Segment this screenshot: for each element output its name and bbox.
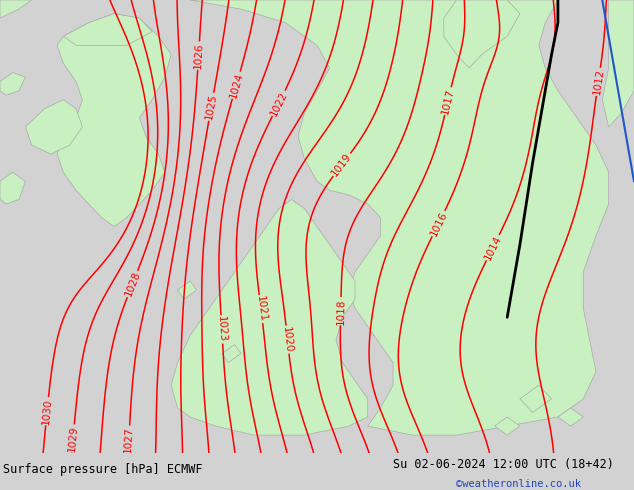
Polygon shape (178, 281, 197, 299)
Text: 1014: 1014 (482, 234, 503, 262)
Text: 1012: 1012 (592, 68, 605, 96)
Text: 1026: 1026 (193, 42, 204, 69)
Text: 1017: 1017 (440, 87, 456, 115)
Text: 1029: 1029 (67, 425, 79, 452)
Polygon shape (0, 172, 25, 204)
Text: 1022: 1022 (268, 89, 289, 118)
Text: 1019: 1019 (330, 151, 354, 178)
Polygon shape (63, 14, 152, 46)
Text: 1018: 1018 (335, 298, 346, 324)
Text: 1025: 1025 (204, 93, 219, 121)
Text: Surface pressure [hPa] ECMWF: Surface pressure [hPa] ECMWF (3, 463, 203, 476)
Text: 1021: 1021 (254, 295, 268, 323)
Polygon shape (0, 0, 32, 18)
Polygon shape (444, 0, 520, 68)
Text: 1023: 1023 (216, 316, 228, 343)
Polygon shape (190, 0, 609, 435)
Polygon shape (222, 344, 241, 363)
Polygon shape (520, 385, 552, 413)
Polygon shape (57, 14, 171, 226)
Text: ©weatheronline.co.uk: ©weatheronline.co.uk (456, 480, 581, 490)
Text: 1016: 1016 (428, 210, 449, 238)
Polygon shape (171, 199, 368, 435)
Polygon shape (558, 408, 583, 426)
Text: Su 02-06-2024 12:00 UTC (18+42): Su 02-06-2024 12:00 UTC (18+42) (393, 458, 614, 471)
Text: 1020: 1020 (281, 326, 294, 353)
Text: 1024: 1024 (228, 71, 245, 99)
Text: 1030: 1030 (41, 398, 53, 425)
Polygon shape (495, 417, 520, 435)
Polygon shape (0, 73, 25, 95)
Text: 1027: 1027 (123, 426, 134, 453)
Text: 1028: 1028 (123, 270, 142, 298)
Polygon shape (602, 0, 634, 127)
Polygon shape (25, 99, 82, 154)
